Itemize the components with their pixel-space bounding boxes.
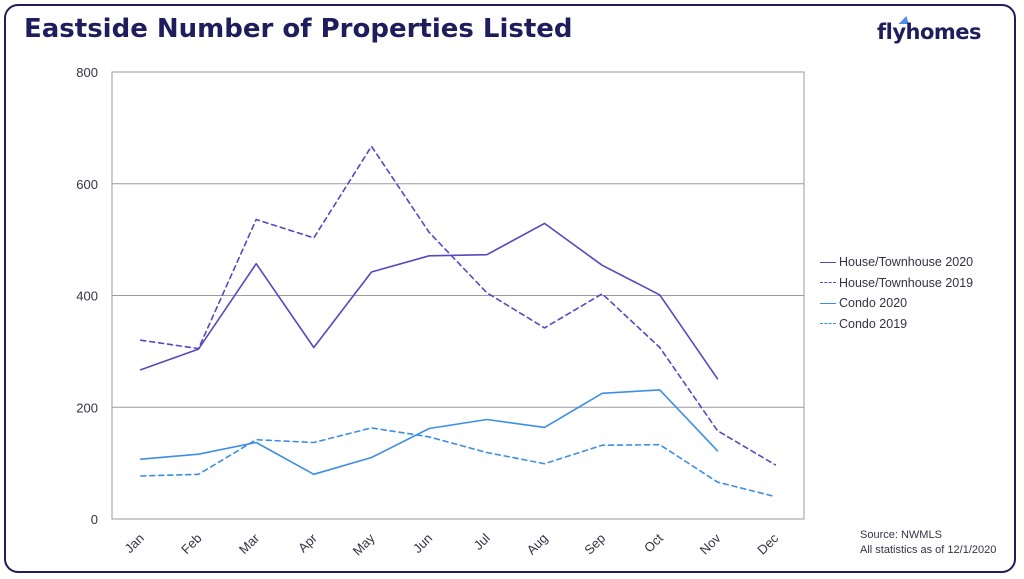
legend-label: Condo 2020 <box>839 296 908 311</box>
chart-legend: House/Townhouse 2020 House/Townhouse 2019… <box>820 252 973 334</box>
legend-item: Condo 2020 <box>820 293 973 314</box>
legend-item: House/Townhouse 2019 <box>820 273 973 294</box>
legend-item: House/Townhouse 2020 <box>820 252 973 273</box>
x-tick-label: Apr <box>295 530 320 555</box>
x-tick-label: Oct <box>641 530 666 555</box>
source-line: Source: NWMLS <box>860 529 942 541</box>
x-tick-label: Mar <box>236 530 263 557</box>
x-tick-label: Feb <box>178 531 204 557</box>
legend-item: Condo 2019 <box>820 314 973 335</box>
as-of-line: All statistics as of 12/1/2020 <box>860 544 997 556</box>
y-tick-label: 400 <box>76 289 98 304</box>
series-line-condo-2019 <box>140 427 777 498</box>
source-note: Source: NWMLS All statistics as of 12/1/… <box>860 528 996 558</box>
legend-swatch <box>820 323 836 325</box>
y-tick-label: 200 <box>76 400 98 415</box>
legend-swatch <box>820 282 836 284</box>
x-tick-label: May <box>350 530 378 558</box>
chart-frame <box>4 4 1016 573</box>
legend-label: Condo 2019 <box>839 316 908 331</box>
y-tick-label: 600 <box>76 177 98 192</box>
series-line-house-townhouse-2020 <box>140 222 719 380</box>
series-line-house-townhouse-2019 <box>140 145 777 466</box>
series-line-condo-2020 <box>140 389 719 476</box>
x-tick-label: Dec <box>754 530 781 557</box>
legend-swatch <box>820 302 836 304</box>
x-tick-label: Jun <box>410 531 435 556</box>
legend-swatch <box>820 261 836 263</box>
x-tick-label: Jan <box>122 531 147 556</box>
brand-logo: flyhomes <box>877 20 982 44</box>
plot-area-border <box>111 71 805 520</box>
y-tick-label: 0 <box>91 512 98 527</box>
x-tick-label: Jul <box>471 530 493 552</box>
x-tick-label: Nov <box>697 530 724 557</box>
x-tick-label: Aug <box>524 531 551 558</box>
x-tick-label: Sep <box>581 531 608 558</box>
legend-label: House/Townhouse 2019 <box>839 275 974 290</box>
y-tick-label: 800 <box>76 65 98 80</box>
chart-title: Eastside Number of Properties Listed <box>24 14 573 44</box>
legend-label: House/Townhouse 2020 <box>839 255 974 270</box>
